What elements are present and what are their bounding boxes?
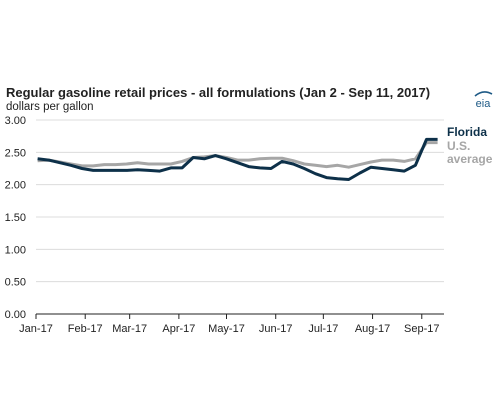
y-tick-label: 0.50 xyxy=(5,277,26,289)
x-tick-label: Jan-17 xyxy=(19,323,53,335)
x-tick-label: Apr-17 xyxy=(162,323,195,335)
series-line-florida xyxy=(37,137,438,181)
series-line-u-s-average xyxy=(37,141,438,169)
x-axis-ticks: Jan-17 Feb-17 Mar-17 Apr-17 May-17 Jun-17 Jul-… xyxy=(19,314,440,335)
x-tick-label: Feb-17 xyxy=(68,323,103,335)
x-tick-label: Sep-17 xyxy=(404,323,439,335)
gridlines xyxy=(36,119,444,315)
y-tick-label: 1.00 xyxy=(5,244,26,256)
y-tick-label: 0.00 xyxy=(5,309,26,321)
series-label-u-s-average: average xyxy=(447,152,493,166)
eia-logo-text: eia xyxy=(476,98,492,109)
y-tick-label: 1.50 xyxy=(5,212,26,224)
x-tick-label: Aug-17 xyxy=(355,323,390,335)
eia-logo-swoosh xyxy=(474,91,493,97)
y-tick-label: 3.00 xyxy=(5,115,26,127)
eia-logo-icon: eia xyxy=(474,91,493,109)
series-label-florida: Florida xyxy=(447,125,487,139)
y-axis-ticks: 0.00 0.50 1.00 1.50 2.00 2.50 3.00 xyxy=(5,115,26,321)
x-tick-label: May-17 xyxy=(208,323,245,335)
chart-title: Regular gasoline retail prices - all for… xyxy=(6,85,431,100)
x-tick-label: Jun-17 xyxy=(259,323,293,335)
x-tick-label: Jul-17 xyxy=(308,323,338,335)
x-tick-label: Mar-17 xyxy=(112,323,147,335)
y-tick-label: 2.50 xyxy=(5,147,26,159)
y-tick-label: 2.00 xyxy=(5,180,26,192)
series-label-u-s-average: U.S. xyxy=(447,139,470,153)
series-labels: U.S.average Florida xyxy=(447,125,493,166)
series-lines xyxy=(37,137,438,181)
y-axis-unit-label: dollars per gallon xyxy=(6,101,94,113)
